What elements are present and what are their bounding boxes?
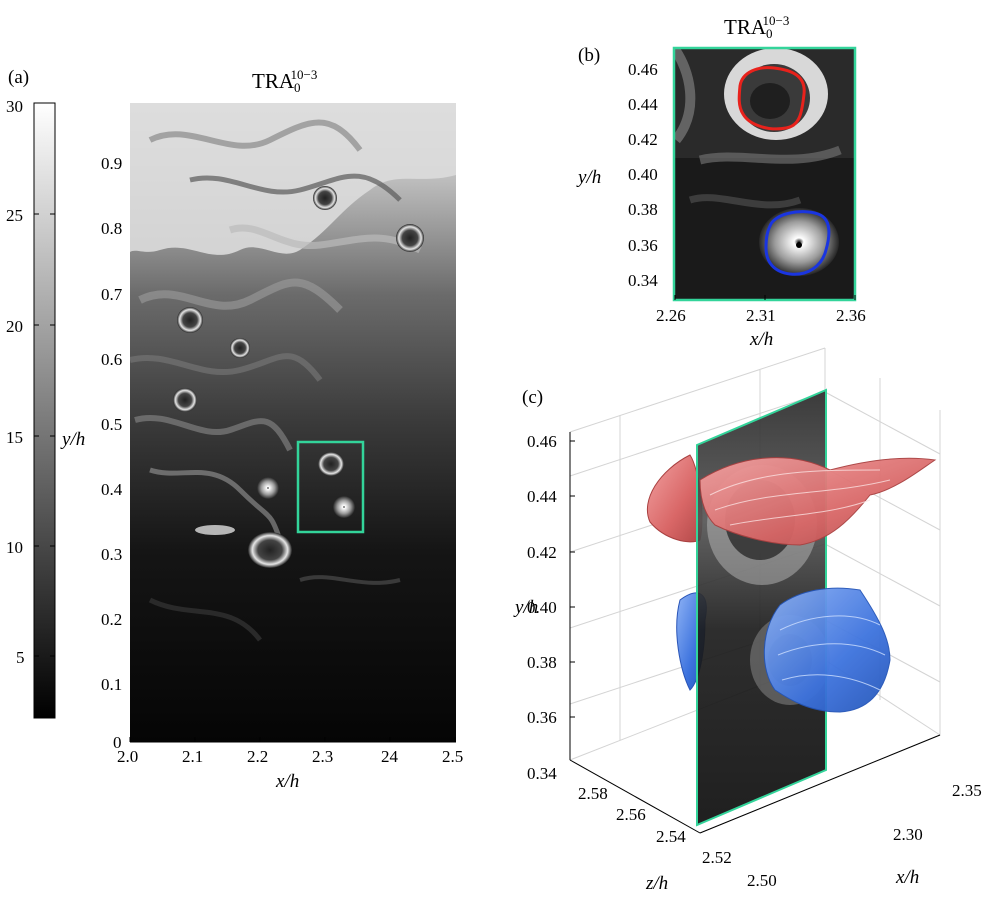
y-tick: 0.1	[101, 675, 123, 694]
z-tick: 2.54	[656, 827, 686, 846]
y-tick: 0.40	[527, 598, 557, 617]
panel-c-axis-ticks	[569, 432, 941, 834]
lower-vortex-contour	[764, 210, 831, 276]
x-tick: 2.35	[952, 781, 982, 800]
z-tick: 2.56	[616, 805, 646, 824]
y-tick: 0.5	[101, 415, 123, 434]
panel-a-title: TRA010−3	[252, 68, 317, 94]
panel-c-label: (c)	[522, 387, 544, 408]
x-tick: 2.36	[836, 306, 866, 325]
zoom-field-image	[674, 48, 855, 300]
y-tick: 0.44	[527, 487, 557, 506]
panel-a-axis-ticks	[129, 737, 456, 743]
y-tick: 0.36	[628, 236, 658, 255]
x-tick: 2.2	[247, 747, 269, 766]
y-tick: 0.34	[527, 764, 557, 783]
x-tick: 2.31	[746, 306, 776, 325]
y-tick: 0.42	[527, 543, 557, 562]
x-tick: 2.1	[182, 747, 204, 766]
panel-a-xlabel: x/h	[276, 771, 300, 792]
panel-c-xlabel: x/h	[896, 867, 920, 888]
y-tick: 0.7	[101, 285, 123, 304]
title-base: TRA	[724, 15, 766, 39]
x-tick: 2.0	[117, 747, 139, 766]
panel-b-xlabel: x/h	[750, 329, 774, 350]
panel-c-zlabel: z/h	[646, 873, 669, 894]
y-tick: 0.34	[628, 271, 658, 290]
red-vortex-tube	[646, 454, 703, 543]
colorbar-tick: 15	[6, 428, 23, 447]
y-tick: 0.44	[628, 95, 658, 114]
y-tick: 0.36	[527, 708, 557, 727]
red-vortex-tube-front	[699, 457, 937, 546]
z-tick: 2.50	[747, 871, 777, 890]
y-tick: 0.46	[628, 60, 658, 79]
title-sub: 0	[766, 26, 773, 41]
x-tick: 2.30	[893, 825, 923, 844]
x-tick: 24	[381, 747, 398, 766]
y-tick: 0.4	[101, 480, 123, 499]
title-sup: 10−3	[290, 67, 318, 82]
y-tick: 0.46	[527, 432, 557, 451]
upper-vortex-contour	[737, 66, 806, 131]
y-tick: 0	[113, 733, 122, 752]
colorbar-tick: 30	[6, 97, 23, 116]
blue-streamlines	[777, 615, 886, 691]
panel-a-ylabel: y/h	[62, 429, 86, 450]
zoom-box	[296, 440, 365, 534]
z-tick: 2.52	[702, 848, 732, 867]
panel-b-label: (b)	[578, 45, 601, 66]
panel-b-title: TRA010−3	[724, 14, 789, 40]
colorbar	[33, 102, 56, 719]
y-tick: 0.2	[101, 610, 123, 629]
y-tick: 0.8	[101, 219, 123, 238]
panel-c-ylabel: y/h	[515, 597, 539, 618]
title-sub: 0	[294, 80, 301, 95]
z-tick: 2.58	[578, 784, 608, 803]
panel-b-ylabel: y/h	[578, 167, 602, 188]
y-tick: 0.3	[101, 545, 123, 564]
x-tick: 2.26	[656, 306, 686, 325]
panel-b-axis-ticks	[674, 295, 856, 300]
x-tick: 2.3	[312, 747, 334, 766]
colorbar-tick: 10	[6, 538, 23, 557]
colorbar-tick: 20	[6, 317, 23, 336]
y-tick: 0.38	[527, 653, 557, 672]
blue-vortex-tube-front	[763, 587, 891, 713]
x-tick: 2.5	[442, 747, 464, 766]
title-sup: 10−3	[762, 13, 790, 28]
title-base: TRA	[252, 69, 294, 93]
red-streamlines	[709, 469, 891, 526]
panel-a-label: (a)	[8, 67, 30, 88]
colorbar-tick: 25	[6, 206, 23, 225]
colorbar-ticks	[34, 213, 55, 657]
colorbar-tick: 5	[16, 648, 25, 667]
y-tick: 0.38	[628, 200, 658, 219]
y-tick: 0.40	[628, 165, 658, 184]
y-tick: 0.42	[628, 130, 658, 149]
y-tick: 0.9	[101, 154, 123, 173]
tracer-field-image	[130, 103, 456, 742]
y-tick: 0.6	[101, 350, 123, 369]
